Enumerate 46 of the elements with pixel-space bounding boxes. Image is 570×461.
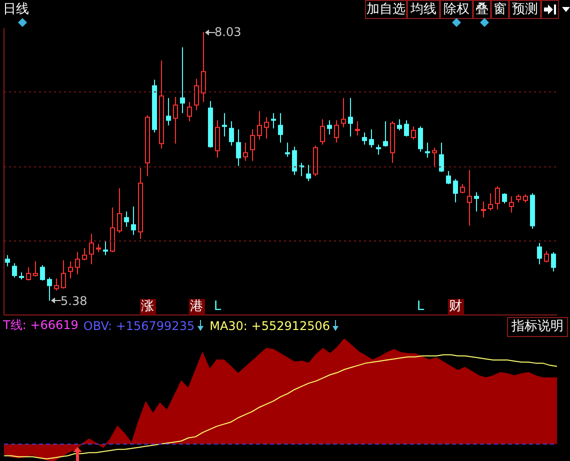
candlestick [236,128,241,166]
chart-title: 日线 [3,2,29,17]
text: 除权 [444,2,470,17]
candlestick [131,206,136,236]
annotation: L [416,299,424,314]
text: 叠 [476,2,488,17]
candlestick [509,196,514,214]
candlestick [166,97,171,126]
text: MA30: +552912506 [210,318,330,332]
text: 指标说明 [512,319,564,334]
candlestick [89,233,94,265]
candlestick [138,167,143,240]
text: 窗 [494,2,506,17]
candlestick [467,169,472,226]
candlestick [334,120,339,144]
candlestick [271,112,276,129]
text: 预测 [512,2,538,17]
text: T线: +66619 [3,317,78,334]
annotation: 8.03 [214,25,242,40]
candlestick [159,60,164,150]
candlestick [68,260,73,279]
series-label: OBV: +156799235 [83,318,195,332]
candlestick [75,252,80,275]
annotation: 财 [449,299,462,314]
text: 加自选 [366,2,406,17]
candlestick [180,46,185,114]
candlestick [194,78,199,111]
candlestick [481,200,486,218]
candlestick [250,128,255,162]
candlestick [173,96,178,144]
annotation: 5.38 [60,294,88,308]
candlestick [264,116,269,140]
candlestick [201,32,206,103]
text: 均线 [410,2,436,17]
candlestick [124,211,129,228]
annotation: 港 [190,299,203,314]
candlestick [355,120,360,136]
candlestick [425,142,430,158]
candlestick [187,102,192,122]
candlestick [222,112,227,138]
annotation: L [214,299,222,314]
candlestick [348,97,353,138]
candlestick [278,112,283,144]
candlestick [215,120,220,158]
annotation: 涨 [141,299,154,314]
candlestick [327,120,332,135]
